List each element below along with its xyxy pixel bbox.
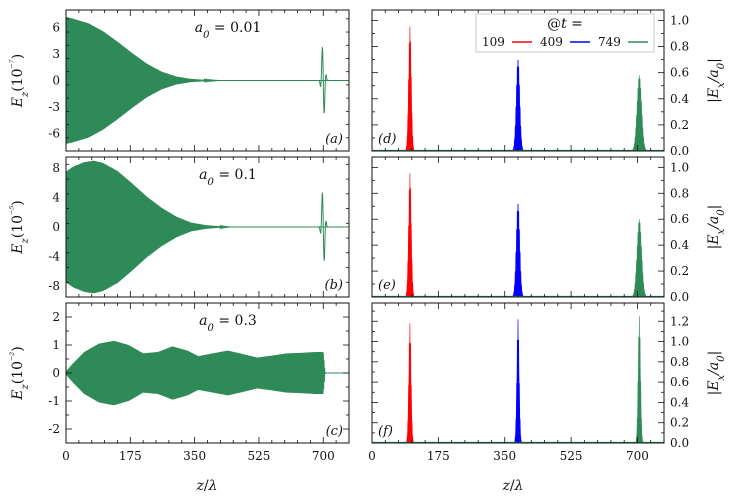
- pulse-t109: [404, 323, 416, 443]
- y-tick-label: -6: [48, 126, 60, 140]
- legend: @t = 109 409 749: [475, 13, 655, 53]
- y-tick-label: 0: [52, 220, 60, 234]
- y-tick-label: 3: [52, 47, 60, 61]
- panel-label: (d): [378, 132, 396, 147]
- y-tick-label: 0.0: [670, 436, 689, 450]
- y-tick-label: 1.0: [670, 13, 689, 27]
- pulse-t109: [403, 173, 417, 297]
- x-tick-label: 700: [312, 449, 335, 463]
- x-tick-label: 175: [427, 449, 450, 463]
- plot-area-e: [372, 173, 664, 297]
- y-axis-label: |Ex/a0|: [706, 205, 727, 250]
- y-tick-label: 0.6: [670, 212, 689, 226]
- y-tick-label: 1: [52, 338, 60, 352]
- y-tick-label: 0.4: [670, 238, 689, 252]
- legend-box: [475, 13, 655, 53]
- y-tick-label: 0.0: [670, 144, 689, 158]
- x-tick-label: 175: [119, 449, 142, 463]
- y-tick-label: 8: [52, 161, 60, 175]
- pulse-t409: [509, 59, 527, 151]
- y-tick-label: -1: [48, 394, 60, 408]
- plot-area-c: [66, 340, 349, 406]
- y-tick-label: 0.4: [670, 395, 689, 409]
- x-tick-label: 350: [183, 449, 206, 463]
- y-tick-label: 2: [52, 310, 60, 324]
- pulse-t409: [512, 319, 524, 443]
- y-tick-label: -2: [48, 422, 60, 436]
- pulse-t749: [627, 75, 651, 151]
- panel-label: (e): [378, 278, 396, 293]
- y-axis-label: |Ex/a0|: [706, 351, 727, 396]
- y-tick-label: 6: [52, 21, 60, 35]
- y-tick-label: 0.2: [670, 118, 689, 132]
- xlabel-left: z/λ: [196, 478, 218, 494]
- x-tick-label: 700: [626, 449, 649, 463]
- series-Ez: [66, 340, 349, 406]
- series-Ez: [66, 17, 349, 144]
- series-Ez: [66, 160, 349, 294]
- y-tick-label: 0.8: [670, 186, 689, 200]
- x-tick-label: 525: [248, 449, 271, 463]
- x-tick-label: 350: [493, 449, 516, 463]
- a0-annotation: a0 = 0.01: [195, 20, 262, 41]
- y-tick-label: 0.0: [670, 290, 689, 304]
- y-tick-label: 4: [52, 191, 60, 205]
- pulse-t749: [633, 316, 646, 443]
- x-tick-label: 0: [62, 449, 70, 463]
- y-tick-label: 0: [52, 74, 60, 88]
- xlabel-right: z/λ: [502, 478, 524, 494]
- panel-label: (a): [325, 132, 343, 147]
- y-tick-label: -4: [48, 249, 60, 263]
- legend-label: 109: [482, 35, 505, 49]
- y-tick-label: 0: [52, 366, 60, 380]
- panel-label: (f): [378, 424, 393, 439]
- y-axis-label: |Ex/a0|: [706, 58, 727, 103]
- y-axis-label: Ez(10⁻²): [9, 346, 31, 401]
- y-tick-label: 0.2: [670, 416, 689, 430]
- y-tick-label: 0.6: [670, 375, 689, 389]
- y-tick-label: 0.4: [670, 92, 689, 106]
- y-axis-label: Ez(10⁻⁵): [9, 200, 31, 255]
- plot-area-f: [372, 316, 664, 443]
- panel-label: (b): [325, 278, 343, 293]
- pulse-t409: [509, 204, 527, 297]
- panel-e: 0.0 0.2 0.4 0.6 0.8 1.0 |Ex/a0| (e): [371, 156, 727, 304]
- x-tick-label: 525: [560, 449, 583, 463]
- x-tick-label: 0: [368, 449, 376, 463]
- a0-annotation: a0 = 0.1: [199, 167, 257, 188]
- y-tick-label: 1.2: [670, 314, 689, 328]
- panel-f: 0 175 350 525 700 0.0 0.2 0.4 0.6 0.8 1.0 1.2 |Ex/a0…: [368, 302, 727, 463]
- y-tick-label: 0.8: [670, 40, 689, 54]
- legend-label: 409: [540, 35, 563, 49]
- legend-title: @t =: [547, 16, 583, 32]
- plot-area-b: [66, 160, 349, 294]
- pulse-t749: [627, 219, 651, 297]
- pulse-t109: [403, 26, 417, 151]
- panel-d: 0.0 0.2 0.4 0.6 0.8 1.0 |Ex/a0| (d) @t = 109 409 74…: [371, 9, 727, 158]
- y-tick-label: 1.0: [670, 335, 689, 349]
- y-tick-label: 1.0: [670, 160, 689, 174]
- y-axis-label: Ez(10⁻⁷): [9, 54, 31, 109]
- a0-annotation: a0 = 0.3: [199, 313, 257, 334]
- y-tick-label: -8: [48, 279, 60, 293]
- y-tick-label: -3: [48, 100, 60, 114]
- panel-b: -8 -4 0 4 8 Ez(10⁻⁵) a0 = 0.1 (b): [9, 156, 350, 298]
- y-tick-label: 0.2: [670, 264, 689, 278]
- panel-label: (c): [326, 424, 343, 439]
- panel-a: -6 -3 0 3 6 Ez(10⁻⁷) a0 = 0.01 (a): [9, 9, 350, 152]
- legend-label: 749: [598, 35, 621, 49]
- plot-area-a: [66, 17, 349, 144]
- y-tick-label: 0.6: [670, 66, 689, 80]
- y-tick-label: 0.8: [670, 355, 689, 369]
- panel-c: 0 175 350 525 700 -2 -1 0 1 2 Ez(10⁻²) a0 = 0.3 (c): [9, 302, 350, 463]
